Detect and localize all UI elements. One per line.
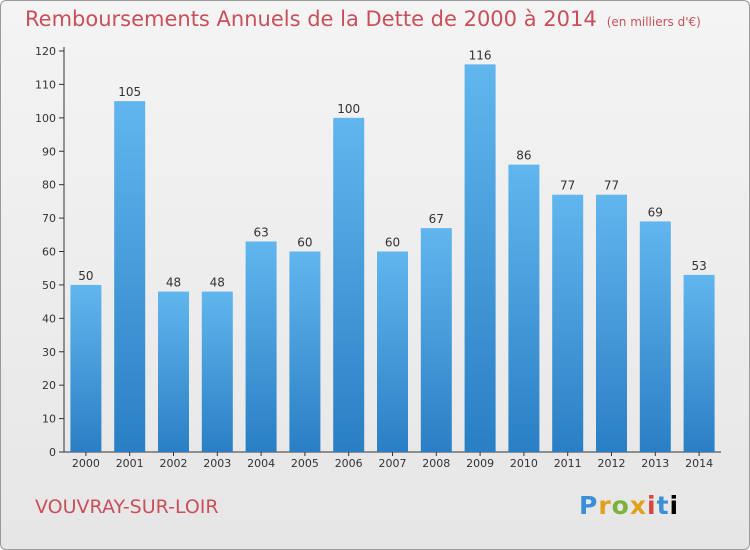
bar-value-label: 48 — [210, 276, 225, 290]
bar — [114, 101, 146, 452]
x-tick-label: 2007 — [379, 457, 407, 470]
y-tick-label: 80 — [42, 179, 56, 192]
y-tick-label: 90 — [42, 145, 56, 158]
bar — [158, 291, 189, 452]
chart-axes: 0 10 20 30 40 50 60 70 80 90 100 110 120 2000 2001 2002… — [35, 45, 721, 470]
y-tick-label: 40 — [42, 312, 56, 325]
bar-value-label: 100 — [337, 102, 360, 116]
y-tick-label: 100 — [35, 112, 56, 125]
y-tick-label: 110 — [35, 78, 56, 91]
bar — [596, 194, 627, 453]
proxiti-logo: Proxiti — [579, 491, 680, 520]
town-name: VOUVRAY-SUR-LOIR — [35, 496, 219, 518]
bar — [289, 251, 321, 452]
y-tick-label: 10 — [42, 413, 56, 426]
bar — [464, 64, 496, 452]
x-tick-label: 2014 — [685, 457, 713, 470]
bar-value-label: 50 — [78, 269, 93, 283]
bar-value-label: 77 — [604, 179, 619, 193]
bar-value-label: 63 — [253, 225, 268, 239]
bar — [245, 241, 277, 452]
x-tick-label: 2011 — [554, 457, 582, 470]
y-tick-label: 120 — [35, 45, 56, 58]
bar-value-label: 105 — [118, 85, 141, 99]
bar-value-label: 48 — [166, 276, 181, 290]
bar-value-label: 60 — [385, 236, 400, 250]
x-tick-label: 2012 — [598, 457, 626, 470]
x-tick-label: 2008 — [422, 457, 450, 470]
chart-unit-note: (en milliers d'€) — [606, 15, 701, 29]
bar — [552, 194, 584, 453]
bar-value-label: 69 — [648, 205, 663, 219]
bar — [508, 164, 540, 452]
x-tick-label: 2001 — [116, 457, 144, 470]
x-tick-label: 2005 — [291, 457, 319, 470]
bar-value-label: 116 — [469, 48, 492, 62]
chart-title: Remboursements Annuels de la Dette de 20… — [25, 7, 701, 31]
x-tick-label: 2009 — [466, 457, 494, 470]
x-tick-label: 2006 — [335, 457, 363, 470]
bar-value-label: 53 — [691, 259, 706, 273]
x-tick-label: 2013 — [641, 457, 669, 470]
x-tick-label: 2003 — [203, 457, 231, 470]
bar — [70, 284, 102, 452]
bar — [639, 221, 671, 452]
bar-value-label: 60 — [297, 236, 312, 250]
bar-value-label: 67 — [429, 212, 444, 226]
bar — [683, 274, 715, 452]
bar — [377, 251, 408, 452]
bar — [201, 291, 233, 452]
y-tick-label: 50 — [42, 279, 56, 292]
bar — [420, 228, 452, 452]
x-tick-label: 2002 — [160, 457, 188, 470]
bar — [333, 117, 365, 452]
bar-value-label: 77 — [560, 179, 575, 193]
chart-title-text: Remboursements Annuels de la Dette de 20… — [25, 7, 597, 31]
y-tick-label: 60 — [42, 246, 56, 259]
chart-bars: 50 105 48 48 63 60 100 60 67 116 86 77 77 69 53 — [70, 48, 715, 453]
x-tick-label: 2010 — [510, 457, 538, 470]
y-tick-label: 20 — [42, 379, 56, 392]
x-tick-label: 2000 — [72, 457, 100, 470]
y-tick-label: 70 — [42, 212, 56, 225]
y-tick-label: 0 — [49, 446, 56, 459]
y-tick-label: 30 — [42, 346, 56, 359]
bar-value-label: 86 — [516, 149, 531, 163]
x-tick-label: 2004 — [247, 457, 275, 470]
